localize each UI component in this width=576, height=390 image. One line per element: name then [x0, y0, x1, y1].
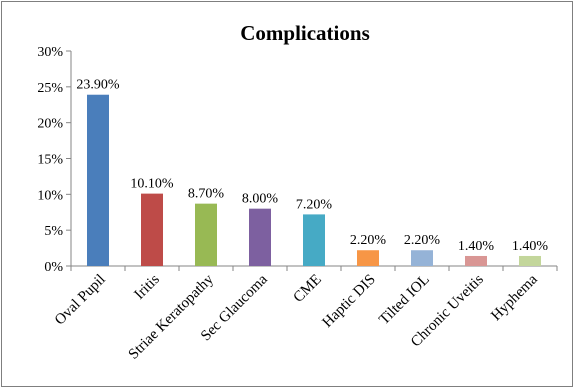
bar	[465, 255, 487, 266]
data-label: 23.90%	[76, 78, 120, 93]
bar	[519, 255, 541, 266]
data-labels: 23.90%Oval Pupil10.10%Iritis8.70%Striae …	[52, 78, 549, 363]
data-label: 2.20%	[404, 233, 441, 248]
data-label: 1.40%	[458, 239, 495, 254]
data-label: 8.00%	[242, 192, 279, 207]
data-label: 2.20%	[350, 233, 387, 248]
category-label: CME	[291, 272, 325, 306]
bar	[249, 208, 271, 266]
category-label: Iritis	[131, 271, 162, 302]
category-label: Haptic DIS	[319, 272, 378, 331]
chart-title: Complications	[240, 21, 370, 45]
y-tick-label: 10%	[37, 188, 63, 203]
y-tick-label: 5%	[44, 224, 63, 239]
category-label: Oval Pupil	[52, 272, 109, 329]
category-label: Tilted IOL	[376, 272, 433, 329]
bar	[141, 193, 163, 266]
y-tick-label: 0%	[44, 260, 63, 275]
category-label: Hyphema	[488, 271, 541, 324]
data-label: 8.70%	[188, 187, 225, 202]
data-label: 10.10%	[130, 177, 174, 192]
y-tick-label: 20%	[37, 117, 63, 132]
bar	[87, 94, 109, 266]
data-label: 7.20%	[296, 197, 333, 212]
y-tick-label: 25%	[37, 81, 63, 96]
bar	[303, 214, 325, 266]
bar	[411, 250, 433, 266]
bar	[195, 203, 217, 266]
y-tick-label: 15%	[37, 153, 63, 168]
bar	[357, 250, 379, 266]
bars	[87, 94, 541, 266]
data-label: 1.40%	[512, 239, 549, 254]
y-tick-label: 30%	[37, 45, 63, 60]
